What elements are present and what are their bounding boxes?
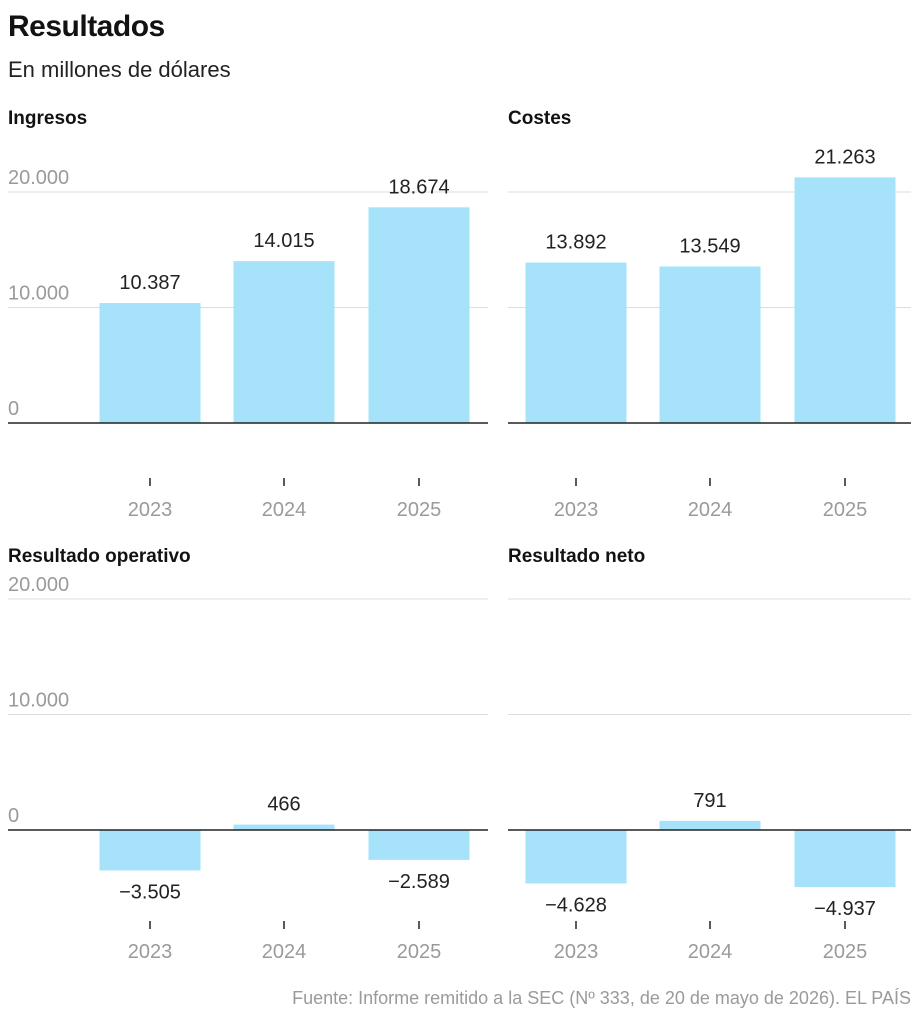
bar <box>525 830 627 884</box>
data-label: 791 <box>693 790 726 812</box>
data-label: −3.505 <box>119 881 181 903</box>
x-tick-label: 2025 <box>397 499 442 521</box>
x-tick-label: 2024 <box>688 499 733 521</box>
bar <box>233 824 335 830</box>
panel-title: Ingresos <box>8 108 87 129</box>
bar <box>99 303 201 423</box>
x-tick-label: 2023 <box>554 499 599 521</box>
bar <box>794 830 896 888</box>
bar <box>659 266 761 423</box>
x-tick-label: 2025 <box>397 941 442 963</box>
data-label: 10.387 <box>119 272 180 294</box>
x-tick-label: 2023 <box>128 499 173 521</box>
data-label: 18.674 <box>388 176 449 198</box>
x-tick-label: 2024 <box>262 499 307 521</box>
panel-title: Resultado neto <box>508 546 645 567</box>
bar <box>233 261 335 423</box>
x-tick-label: 2025 <box>823 941 868 963</box>
data-label: −4.937 <box>814 898 876 920</box>
bar <box>368 207 470 423</box>
bar <box>794 177 896 423</box>
data-label: 14.015 <box>253 230 314 252</box>
x-tick-label: 2025 <box>823 499 868 521</box>
data-label: −2.589 <box>388 871 450 893</box>
y-tick-label: 20.000 <box>8 167 69 189</box>
y-tick-label: 20.000 <box>8 574 69 596</box>
bar <box>99 830 201 871</box>
bar <box>368 830 470 860</box>
panel-title: Resultado operativo <box>8 546 191 567</box>
page-title: Resultados <box>8 10 165 43</box>
source-note: Fuente: Informe remitido a la SEC (Nº 33… <box>292 988 911 1008</box>
data-label: 21.263 <box>814 146 875 168</box>
data-label: 13.892 <box>545 232 606 254</box>
x-tick-label: 2023 <box>128 941 173 963</box>
x-tick-label: 2024 <box>262 941 307 963</box>
panel-title: Costes <box>508 108 571 129</box>
y-tick-label: 10.000 <box>8 690 69 712</box>
page-subtitle: En millones de dólares <box>8 57 231 82</box>
y-tick-label: 0 <box>8 398 19 420</box>
data-label: −4.628 <box>545 894 607 916</box>
x-tick-label: 2023 <box>554 941 599 963</box>
bar <box>659 820 761 830</box>
bar <box>525 262 627 423</box>
x-tick-label: 2024 <box>688 941 733 963</box>
data-label: 13.549 <box>679 236 740 258</box>
y-tick-label: 10.000 <box>8 283 69 305</box>
data-label: 466 <box>267 794 300 816</box>
y-tick-label: 0 <box>8 805 19 827</box>
